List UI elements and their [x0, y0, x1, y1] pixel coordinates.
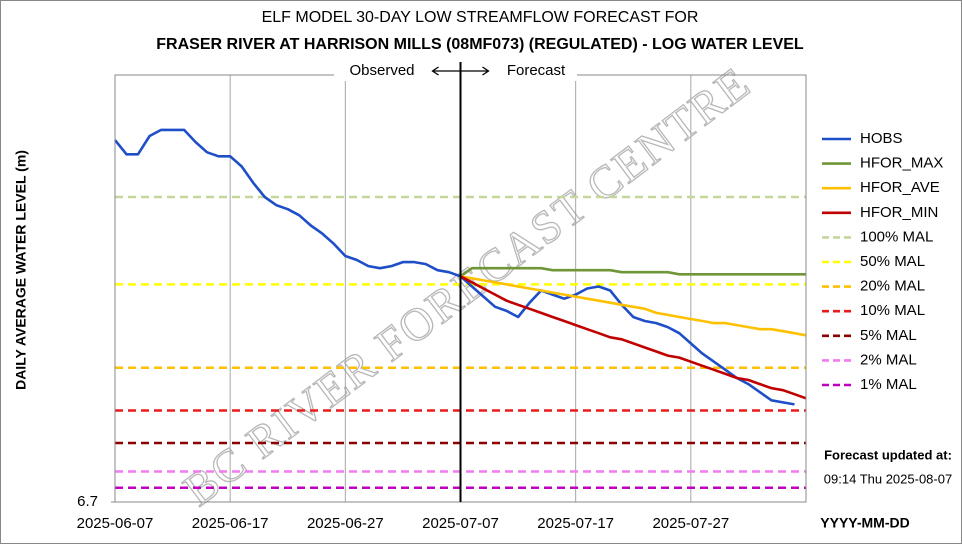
series-line — [113, 128, 795, 406]
x-tick-label: 2025-06-27 — [307, 515, 384, 532]
series-line — [459, 266, 806, 278]
legend-label: 50% MAL — [860, 253, 925, 270]
x-tick-label: 2025-07-27 — [652, 515, 729, 532]
x-tick-label: 2025-07-07 — [422, 515, 499, 532]
x-tick-label: 2025-06-07 — [77, 515, 154, 532]
y-tick-label: 6.7 — [77, 493, 98, 510]
series-line — [460, 275, 807, 337]
chart-subtitle: FRASER RIVER AT HARRISON MILLS (08MF073)… — [156, 36, 804, 53]
forecast-arrows — [431, 66, 490, 76]
updated-time: 09:14 Thu 2025-08-07 — [824, 471, 952, 486]
chart-title: ELF MODEL 30-DAY LOW STREAMFLOW FORECAST… — [262, 9, 699, 26]
x-tick-label: 2025-06-17 — [192, 515, 269, 532]
legend-label: 100% MAL — [860, 228, 933, 245]
legend-label: 5% MAL — [860, 327, 917, 344]
legend-label: 10% MAL — [860, 302, 925, 319]
series-line — [459, 275, 807, 400]
legend-label: 1% MAL — [860, 376, 917, 393]
frame-gap — [334, 69, 577, 81]
legend-label: 2% MAL — [860, 351, 917, 368]
legend-label: 20% MAL — [860, 278, 925, 295]
updated-title: Forecast updated at: — [824, 447, 952, 462]
forecast-label: Forecast — [507, 62, 566, 79]
legend-label: HFOR_MAX — [860, 155, 943, 172]
observed-label: Observed — [349, 62, 414, 79]
y-axis-label: DAILY AVERAGE WATER LEVEL (m) — [13, 150, 29, 390]
x-tick-label: 2025-07-17 — [537, 515, 614, 532]
x-axis-label: YYYY-MM-DD — [820, 515, 909, 531]
legend-label: HFOR_MIN — [860, 204, 938, 221]
legend-label: HOBS — [860, 130, 903, 147]
legend-label: HFOR_AVE — [860, 179, 940, 196]
